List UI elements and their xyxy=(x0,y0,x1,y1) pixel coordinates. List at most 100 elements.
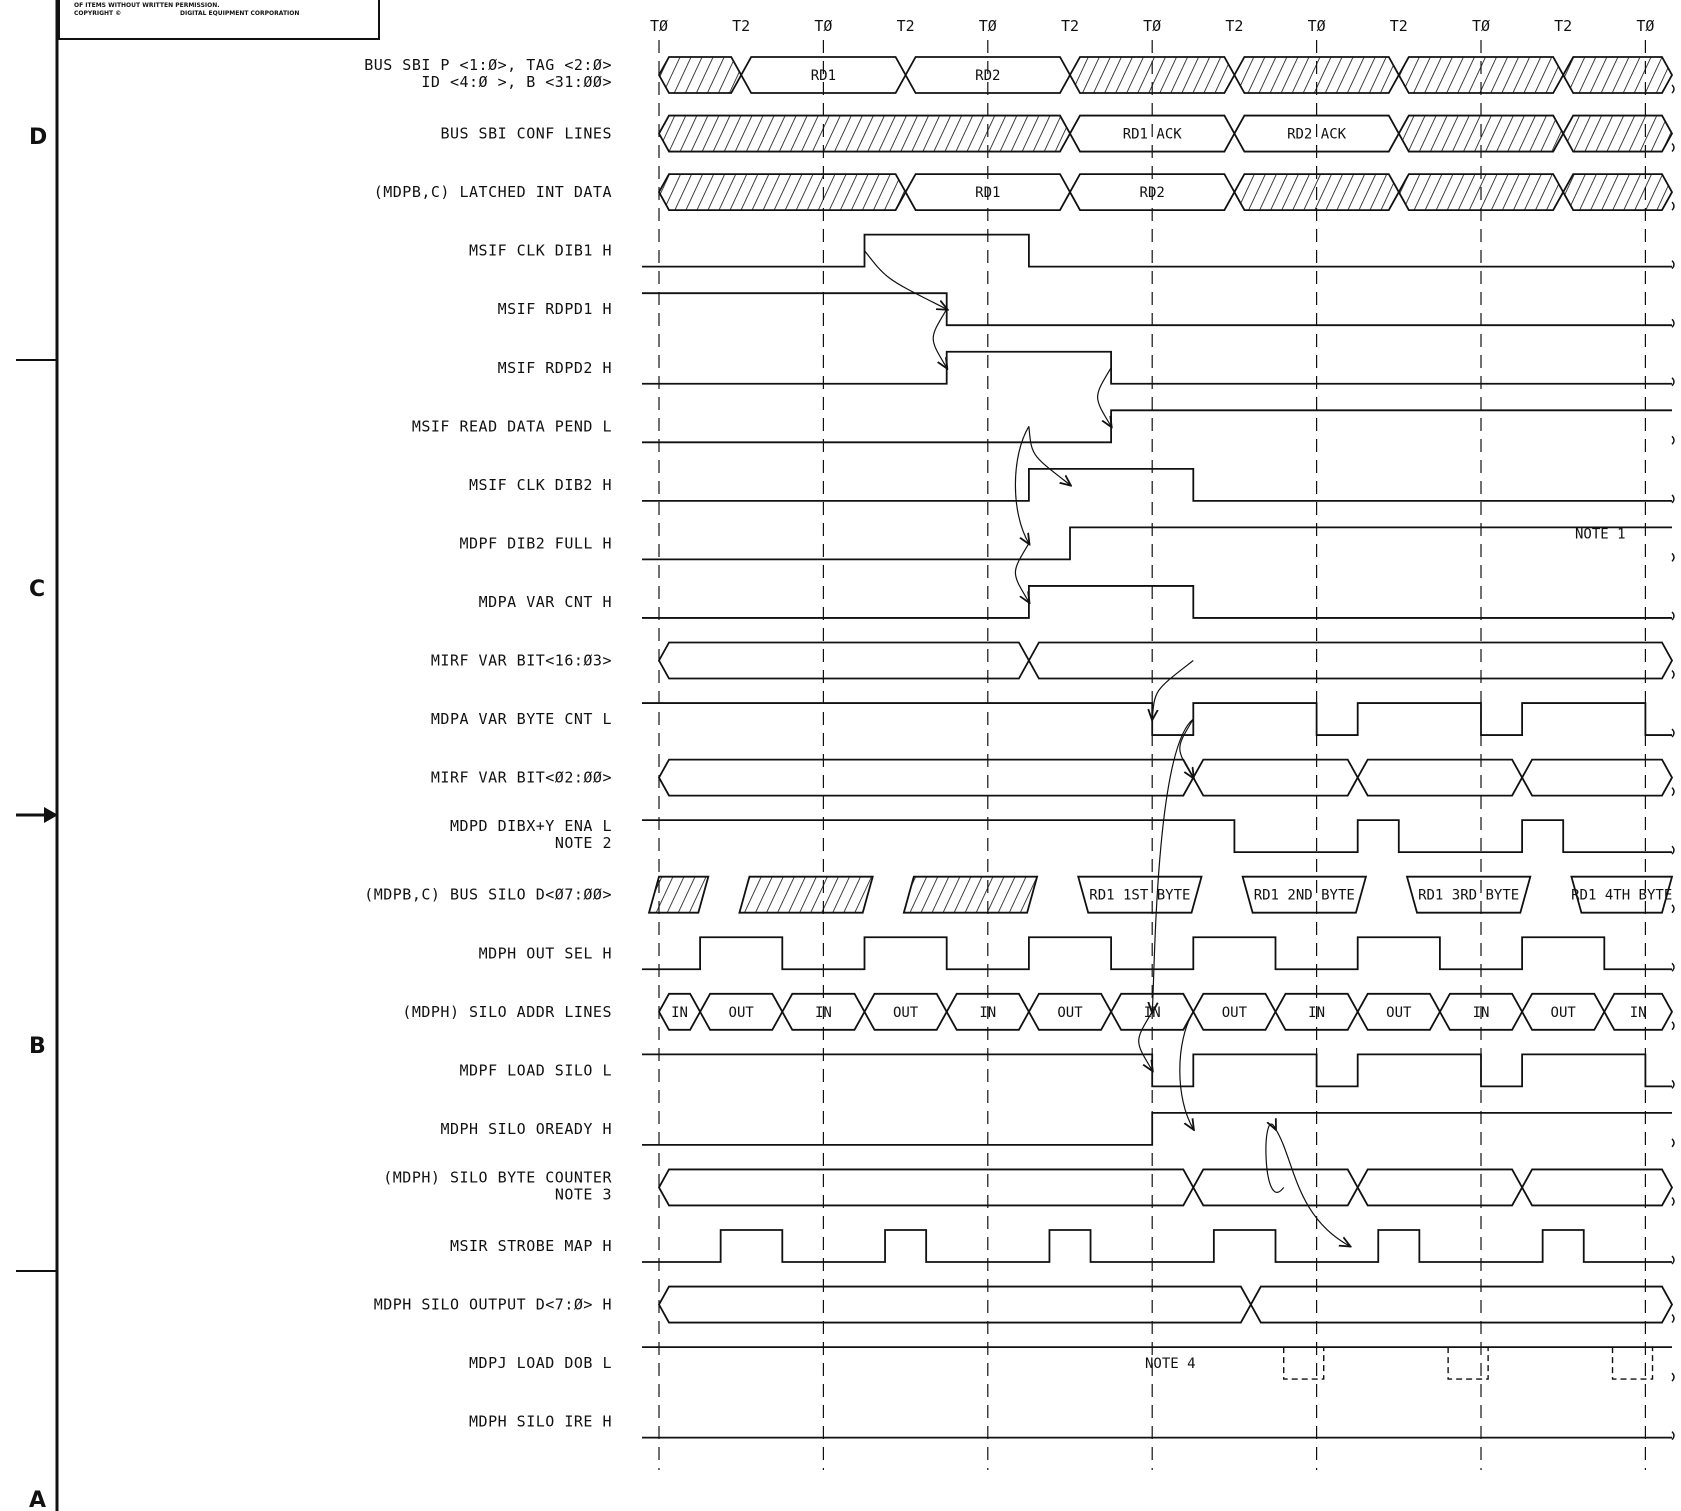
bus-segment xyxy=(1192,1168,1359,1207)
waveform-line xyxy=(642,702,1672,736)
signal-load-silo xyxy=(642,1053,1675,1089)
bus-segment xyxy=(1562,173,1674,211)
bus-label: OUT xyxy=(1222,1005,1248,1021)
signal-silo-ire xyxy=(642,1431,1675,1441)
bus-label: OUT xyxy=(1057,1005,1083,1021)
signal-label: (MDPB,C) LATCHED INT DATA xyxy=(374,183,612,201)
causal-arrow xyxy=(1097,367,1112,427)
bus-label: RD1 4TH BYTE xyxy=(1571,888,1672,904)
time-label: TØ xyxy=(650,17,668,35)
break-mark xyxy=(1671,1372,1675,1382)
signal-label-2: ID <4:Ø >, B <31:ØØ> xyxy=(421,73,612,91)
signal-label: BUS SBI P <1:Ø>, TAG <2:Ø> xyxy=(364,56,612,74)
zone-a: A xyxy=(29,1488,46,1511)
copyright-line1: OF ITEMS WITHOUT WRITTEN PERMISSION. xyxy=(74,2,220,9)
waveforms: RD1 RD2 RD1 ACK RD2 ACK RD1 RD2 NOTE 1 RD1 1ST … xyxy=(642,56,1675,1441)
break-mark xyxy=(1671,552,1675,562)
break-mark xyxy=(1671,728,1675,738)
note-label: NOTE 4 xyxy=(1145,1356,1196,1372)
bus-segment xyxy=(1562,56,1674,94)
bus-label: RD1 3RD BYTE xyxy=(1418,888,1519,904)
signal-strobe xyxy=(642,1229,1675,1265)
break-mark xyxy=(1671,845,1675,855)
signal-label: MSIF READ DATA PEND L xyxy=(412,417,612,435)
time-label: TØ xyxy=(1636,17,1654,35)
signal-label: MDPJ LOAD DOB L xyxy=(469,1354,612,1372)
signal-label: MSIF RDPD1 H xyxy=(498,300,612,318)
signal-var-bit2 xyxy=(657,758,1675,797)
bus-segment xyxy=(1562,114,1674,153)
bus-segment xyxy=(1405,875,1532,914)
causal-arrow xyxy=(1274,1128,1350,1246)
bus-segment xyxy=(1521,758,1674,797)
bus-segment xyxy=(1249,1285,1674,1324)
time-label: T2 xyxy=(1554,17,1572,35)
bus-segment xyxy=(1068,56,1236,94)
bus-label: IN xyxy=(1630,1005,1647,1021)
bus-segment xyxy=(738,875,874,914)
signal-label: (MDPH) SILO BYTE COUNTER xyxy=(383,1168,612,1186)
bus-label: RD1 2ND BYTE xyxy=(1254,888,1355,904)
waveform-line xyxy=(642,467,1672,502)
bus-segment xyxy=(657,758,1195,797)
bus-label: OUT xyxy=(893,1005,919,1021)
causal-arrow xyxy=(1152,660,1194,720)
signal-label: MSIF CLK DIB1 H xyxy=(469,242,612,260)
bus-label: RD1 xyxy=(975,185,1000,201)
bus-label: RD1 xyxy=(811,68,836,84)
signal-var-cnt xyxy=(642,585,1675,621)
waveform-line xyxy=(642,936,1672,971)
signal-dib-ena xyxy=(642,819,1675,855)
signal-label-2: NOTE 3 xyxy=(555,1185,612,1203)
break-mark xyxy=(1671,1021,1675,1031)
copyright-box: OF ITEMS WITHOUT WRITTEN PERMISSION. COP… xyxy=(58,0,380,40)
break-mark xyxy=(1671,670,1675,679)
waveform-line xyxy=(642,409,1672,444)
bus-label: IN xyxy=(815,1005,832,1021)
break-mark xyxy=(1671,787,1675,797)
causal-arrows xyxy=(864,250,1350,1246)
causal-arrow xyxy=(1179,1011,1194,1129)
break-mark xyxy=(1671,962,1675,972)
causal-arrow xyxy=(1179,718,1194,778)
time-label: T2 xyxy=(1225,17,1243,35)
bus-segment xyxy=(657,1168,1195,1207)
bus-segment xyxy=(1356,1168,1524,1207)
waveform-line xyxy=(642,1229,1672,1263)
bus-segment xyxy=(1241,875,1368,914)
time-label: T2 xyxy=(732,17,750,35)
break-mark xyxy=(1671,143,1675,153)
signal-label: MDPF LOAD SILO L xyxy=(460,1061,613,1079)
dob-pulse xyxy=(1611,1347,1654,1380)
signal-conf: RD1 ACK RD2 ACK xyxy=(657,114,1675,153)
signal-silo-out xyxy=(657,1285,1675,1324)
signal-clk-dib2 xyxy=(642,467,1675,504)
break-mark xyxy=(1671,260,1675,270)
bus-segment xyxy=(1521,1168,1674,1207)
bus-label: RD1 ACK xyxy=(1123,127,1183,143)
break-mark xyxy=(1671,435,1675,445)
signal-label: MIRF VAR BIT<Ø2:ØØ> xyxy=(431,769,612,787)
bus-segment xyxy=(1356,758,1524,797)
signal-silo-d: RD1 1ST BYTE RD1 2ND BYTE RD1 3RD BYTE RD1 … xyxy=(647,875,1675,914)
bus-segment xyxy=(1570,875,1674,914)
bus-segment xyxy=(657,1285,1252,1324)
signal-byte-counter xyxy=(657,1168,1675,1207)
causal-arrow xyxy=(864,250,947,310)
bus-segment xyxy=(902,875,1039,914)
dob-pulse xyxy=(1283,1347,1325,1380)
time-label: TØ xyxy=(1472,17,1490,35)
signal-label: MDPF DIB2 FULL H xyxy=(460,534,613,552)
signal-out-sel xyxy=(642,936,1675,972)
bus-label: RD2 xyxy=(975,68,1000,84)
bus-label: IN xyxy=(1308,1005,1325,1021)
signal-label: (MDPB,C) BUS SILO D<Ø7:ØØ> xyxy=(364,886,612,904)
signal-label: BUS SBI CONF LINES xyxy=(440,125,612,143)
break-mark xyxy=(1671,377,1675,387)
bus-segment xyxy=(1233,56,1400,94)
bus-label: IN xyxy=(671,1005,688,1021)
signal-rdpend xyxy=(642,409,1675,445)
signal-label: MDPH SILO OREADY H xyxy=(440,1120,612,1138)
bus-segment xyxy=(1397,114,1565,153)
causal-arrow xyxy=(1138,1011,1153,1071)
